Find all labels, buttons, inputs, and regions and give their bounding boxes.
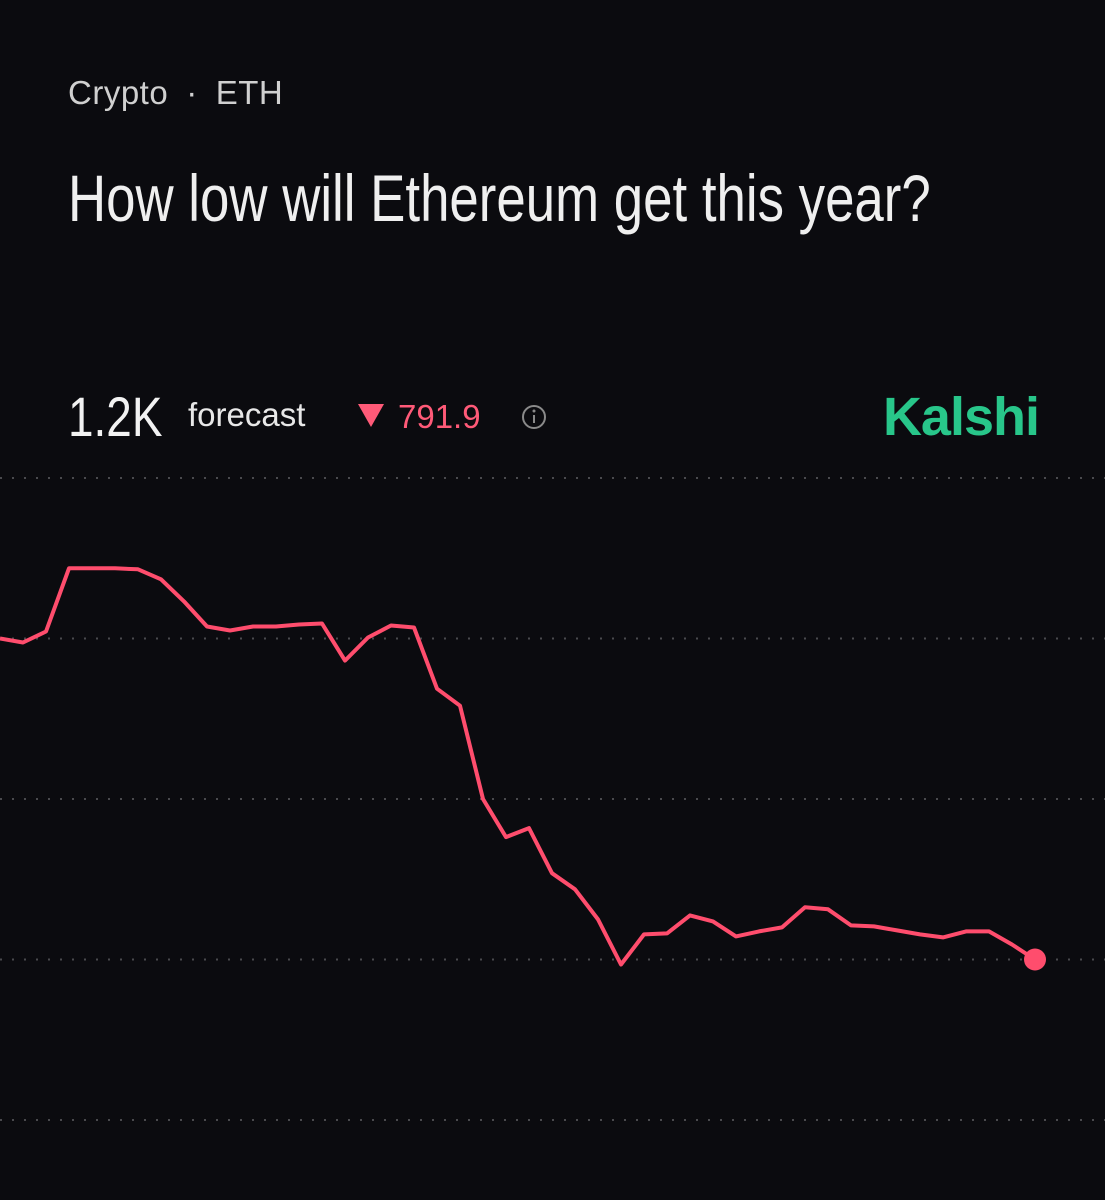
category[interactable]: Crypto [68, 74, 169, 111]
brand-logo[interactable]: Kalshi [882, 387, 1040, 447]
separator: · [186, 74, 198, 111]
down-arrow [358, 404, 384, 427]
title: How low will Ethereum get this year? [68, 161, 931, 235]
breadcrumb: Crypto · ETH [68, 74, 301, 112]
forecast-label: forecast [188, 396, 306, 433]
forecast-value: 1.2K [68, 385, 163, 448]
price-line [0, 566, 1037, 967]
info-icon[interactable] [522, 405, 546, 429]
change-value: 791.9 [398, 398, 481, 435]
icons [358, 404, 546, 429]
current-point [1024, 948, 1046, 971]
subcategory[interactable]: ETH [215, 74, 284, 111]
